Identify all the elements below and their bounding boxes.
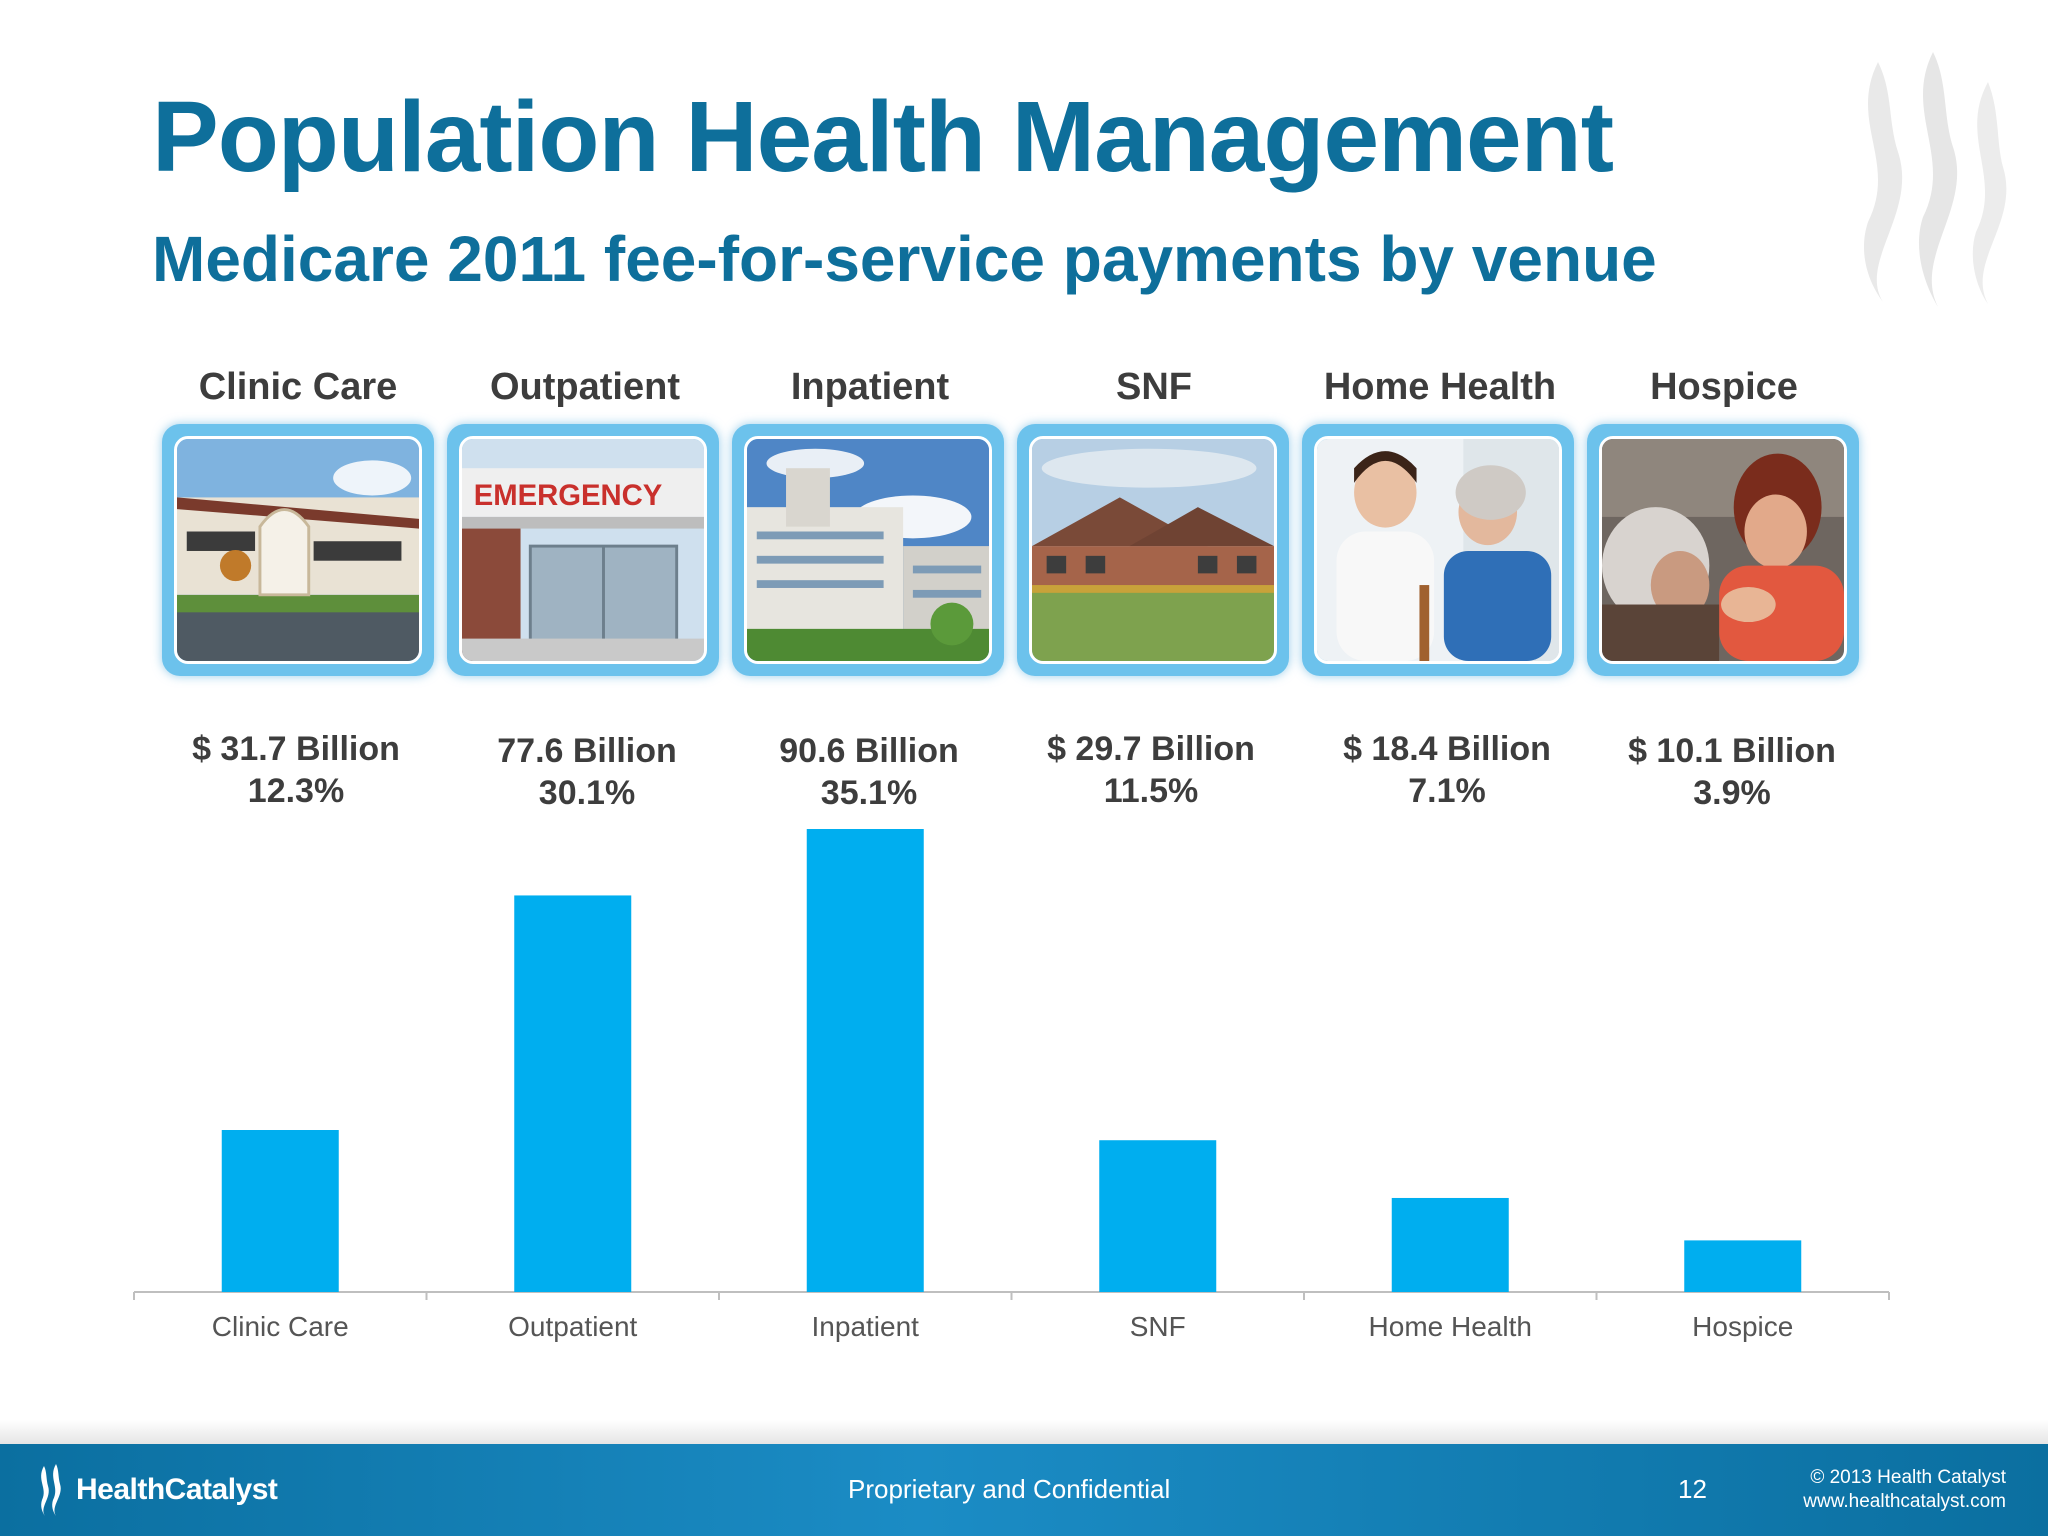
percent-snf: 11.5% (1103, 772, 1199, 810)
page-number: 12 (1678, 1474, 1707, 1504)
bar-hospice (1684, 1240, 1802, 1292)
nurse-with-patient-photo (1314, 436, 1562, 664)
flame-logo-icon (41, 1464, 61, 1516)
value-label-outpatient: 77.6 Billion 30.1% (437, 730, 737, 814)
hospice-photo-frame (1587, 424, 1859, 676)
venue-label-snf: SNF (1116, 366, 1192, 408)
venue-label-clinic-care: Clinic Care (198, 366, 398, 408)
venue-label-home-health: Home Health (1323, 366, 1557, 408)
percent-inpatient: 35.1% (820, 774, 918, 812)
clinic-building-photo (174, 436, 422, 664)
health-catalyst-logo: HealthCatalyst (36, 1462, 278, 1518)
percent-home-health: 7.1% (1408, 772, 1486, 810)
value-label-inpatient: 90.6 Billion 35.1% (719, 730, 1019, 814)
x-tick-label: SNF (1130, 1311, 1186, 1342)
venue-label-hospice: Hospice (1650, 366, 1798, 408)
payments-bar-chart: Clinic Care Outpatient Inpatient SNF Home He… (133, 829, 1890, 1342)
bar-home-health (1391, 1197, 1509, 1292)
clinic-care-photo-frame (162, 424, 434, 676)
nursing-facility-photo (1029, 436, 1277, 664)
value-label-clinic-care: $ 31.7 Billion 12.3% (146, 728, 446, 812)
slide-subtitle: Medicare 2011 fee-for-service payments b… (152, 223, 1657, 295)
amount-snf: $ 29.7 Billion (1047, 730, 1255, 768)
percent-clinic-care: 12.3% (247, 772, 345, 810)
copyright-block: © 2013 Health Catalyst www.healthcatalys… (1803, 1466, 2006, 1514)
flame-watermark-icon (1863, 52, 2007, 307)
value-label-snf: $ 29.7 Billion 11.5% (1001, 728, 1301, 812)
inpatient-photo-frame (732, 424, 1004, 676)
outpatient-photo-frame: EMERGENCY (447, 424, 719, 676)
website-text: www.healthcatalyst.com (1803, 1491, 2006, 1512)
bar-snf (1099, 1140, 1217, 1292)
value-label-home-health: $ 18.4 Billion 7.1% (1297, 728, 1597, 812)
amount-inpatient: 90.6 Billion (779, 732, 959, 770)
footer-shadow (0, 1420, 2048, 1444)
bar-inpatient (806, 829, 924, 1292)
snf-photo-frame (1017, 424, 1289, 676)
home-health-photo-frame (1302, 424, 1574, 676)
bar-outpatient (514, 895, 632, 1292)
emergency-entrance-photo: EMERGENCY (459, 436, 707, 664)
amount-clinic-care: $ 31.7 Billion (192, 730, 400, 768)
x-tick-label: Inpatient (812, 1311, 920, 1342)
percent-outpatient: 30.1% (538, 774, 636, 812)
x-tick-label: Outpatient (508, 1311, 637, 1342)
copyright-text: © 2013 Health Catalyst (1810, 1467, 2006, 1488)
caregiver-embrace-photo (1599, 436, 1847, 664)
x-tick-label: Home Health (1369, 1311, 1532, 1342)
amount-home-health: $ 18.4 Billion (1343, 730, 1551, 768)
amount-outpatient: 77.6 Billion (497, 732, 677, 770)
confidential-notice: Proprietary and Confidential (848, 1474, 1171, 1504)
amount-hospice: $ 10.1 Billion (1628, 732, 1836, 770)
bar-clinic-care (221, 1130, 339, 1292)
slide-footer: HealthCatalyst Proprietary and Confident… (0, 1444, 2048, 1536)
logo-text: HealthCatalyst (76, 1473, 278, 1506)
svg-text:EMERGENCY: EMERGENCY (474, 480, 663, 512)
venue-label-inpatient: Inpatient (790, 366, 950, 408)
x-tick-label: Hospice (1692, 1311, 1793, 1342)
venue-label-outpatient: Outpatient (490, 366, 680, 408)
x-tick-label: Clinic Care (212, 1311, 349, 1342)
percent-hospice: 3.9% (1693, 774, 1771, 812)
hospital-building-photo (744, 436, 992, 664)
slide-title: Population Health Management (152, 81, 1614, 193)
value-label-hospice: $ 10.1 Billion 3.9% (1582, 730, 1882, 814)
